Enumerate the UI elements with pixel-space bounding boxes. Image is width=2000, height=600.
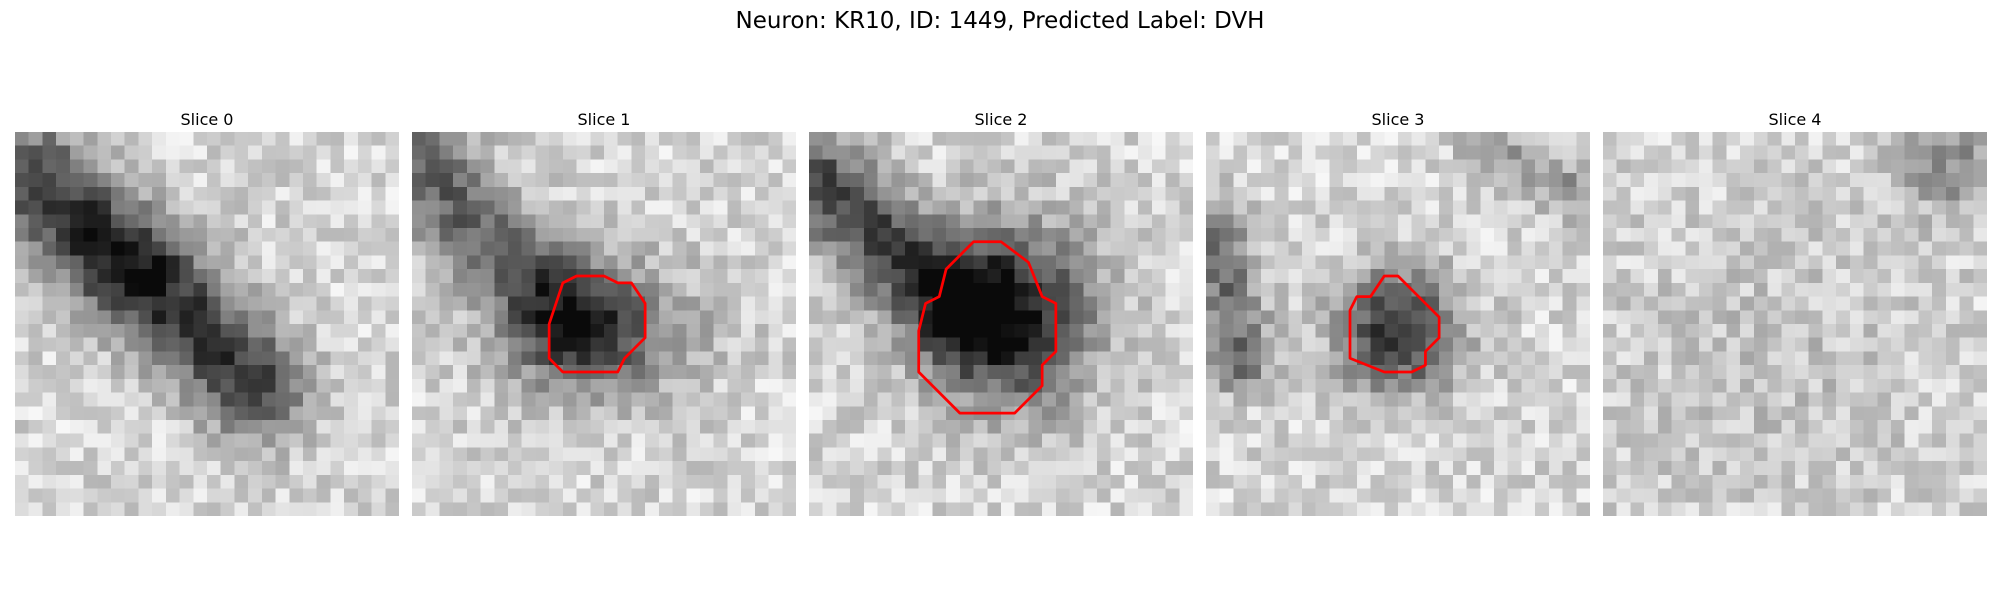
slice-panel-0: Slice 0 — [15, 108, 399, 516]
slice-panel-4: Slice 4 — [1603, 108, 1987, 516]
slice-title-3: Slice 3 — [1371, 110, 1425, 129]
slice-panel-3: Slice 3 — [1206, 108, 1590, 516]
slice-panel-2: Slice 2 — [809, 108, 1193, 516]
segmentation-contour — [547, 274, 647, 374]
slice-image-3 — [1206, 132, 1590, 516]
segmentation-contour — [917, 240, 1058, 415]
slice-title-4: Slice 4 — [1768, 110, 1822, 129]
slice-title-2: Slice 2 — [974, 110, 1028, 129]
slice-image-2 — [809, 132, 1193, 516]
slice-panel-1: Slice 1 — [412, 108, 796, 516]
slice-image-4 — [1603, 132, 1987, 516]
slice-image-1 — [412, 132, 796, 516]
slice-image-0 — [15, 132, 399, 516]
slice-title-0: Slice 0 — [180, 110, 234, 129]
segmentation-contour — [1348, 274, 1441, 374]
slice-title-1: Slice 1 — [577, 110, 631, 129]
figure-title: Neuron: KR10, ID: 1449, Predicted Label:… — [735, 8, 1265, 34]
